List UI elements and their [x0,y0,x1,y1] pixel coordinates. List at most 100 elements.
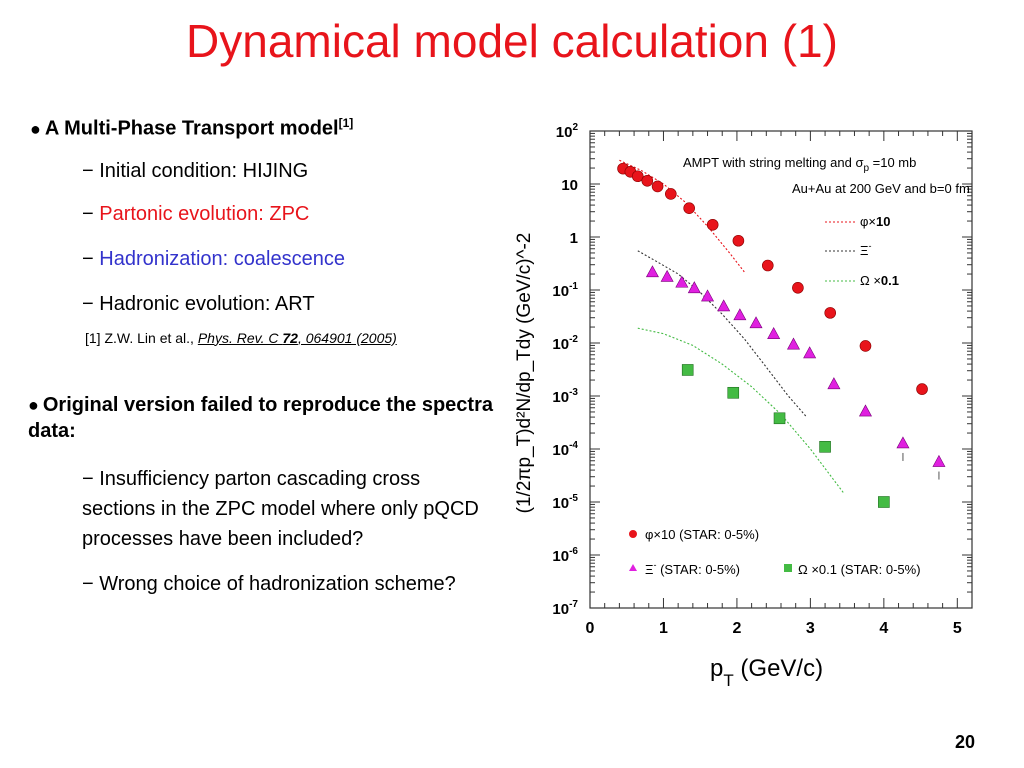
annotation-collision: Au+Au at 200 GeV and b=0 fm [792,181,970,196]
x-tick-label: 0 [586,620,595,637]
dash: − [82,292,94,315]
data-point-xi [687,281,701,294]
reference: [1] Z.W. Lin et al., Phys. Rev. C 72, 06… [85,330,500,346]
curve-legend: φ×10 Ξ- Ω ×0.1 [825,214,899,288]
data-point-xi [717,299,731,312]
y-axis-label: (1/2πp_T)d²N/dp_Tdy (GeV/c)^-2 [514,233,535,514]
data-point-phi [732,234,745,247]
sub-item: − Insufficiency parton cascading cross s… [82,464,482,554]
x-tick-labels: 0 1 2 3 4 5 [586,620,962,637]
sub-item: − Hadronic evolution: ART [82,289,500,319]
data-point-phi [792,282,804,294]
dash: − [82,159,94,182]
y-tick-label: 102 [556,122,579,141]
data-point-xi [749,316,763,329]
data-point-xi [645,265,659,278]
slide-title: Dynamical model calculation (1) [186,15,838,67]
data-points [617,162,946,508]
y-tick-label: 10-6 [552,546,578,565]
page-number: 20 [955,732,976,752]
bullet-ampt: ● A Multi-Phase Transport model[1] [30,110,500,142]
data-point-phi [859,340,872,352]
sub-item: − Partonic evolution: ZPC [82,199,500,229]
data-point-xi [660,269,674,282]
citation-marker: [1] [338,116,354,130]
legend-text-xi: Ξ- [860,241,871,258]
axis-ticks [589,130,973,609]
data-point-xi [827,377,841,390]
y-tick-label: 10-7 [552,599,578,618]
data-point-xi [767,327,781,339]
data-legend: φ×10 (STAR: 0-5%) Ξ- (STAR: 0-5%) Ω ×0.1… [629,527,921,577]
data-point-xi [675,275,689,288]
sub-item-text: Hadronization: coalescence [99,247,345,270]
x-tick-label: 4 [879,620,888,637]
data-point-phi [651,180,664,193]
sub-item-text: Partonic evolution: ZPC [99,202,310,225]
legend-marker-omega [784,564,792,572]
data-point-xi [786,337,800,350]
bullet-failure: ● Original version failed to reproduce th… [28,392,500,444]
x-tick-label: 3 [806,620,815,637]
data-point-xi [701,289,715,302]
annotation-ampt: AMPT with string melting and σp =10 mb [683,155,916,174]
data-point-omega [681,364,694,376]
sub-item: − Wrong choice of hadronization scheme? [82,569,482,599]
y-tick-label: 10-1 [552,281,578,300]
bullet-lead: Original version failed to reproduce the… [28,393,493,442]
spectra-chart: 102 10 1 10-1 10-2 10-3 10-4 10-5 10-6 10-7 0 1 2 3 4… [514,122,973,690]
bullet-lead: A Multi-Phase Transport model [44,117,339,140]
data-point-xi [733,308,747,321]
legend-label-phi: φ×10 (STAR: 0-5%) [645,527,759,542]
data-point-xi [932,454,946,467]
sub-item: − Hadronization: coalescence [82,244,500,274]
x-axis-label: pT (GeV/c) [710,655,823,690]
data-point-phi [683,202,695,214]
legend-marker-phi [629,530,637,538]
y-tick-label: 10 [561,177,578,194]
data-point-omega [773,412,786,425]
data-point-xi [896,436,910,449]
reference-journal: Phys. Rev. C [197,329,283,346]
dash: − [82,247,94,270]
y-tick-label: 10-4 [552,440,578,459]
sub-item-text: Initial condition: HIJING [99,159,309,182]
sub-item-text: Hadronic evolution: ART [99,292,315,315]
text-column: ● A Multi-Phase Transport model[1] − Init… [28,110,500,614]
reference-pages: , 064901 (2005) [297,329,397,346]
legend-text-omega: Ω ×0.1 [860,273,899,288]
reference-link[interactable]: Phys. Rev. C 72, 064901 (2005) [198,330,397,346]
y-tick-label: 10-5 [552,493,578,512]
x-tick-label: 1 [659,620,668,637]
legend-label-xi: Ξ- (STAR: 0-5%) [645,560,740,577]
data-point-phi [641,174,654,187]
sub-item: − Initial condition: HIJING [82,156,500,186]
sub-item-text: Insufficiency parton cascading cross sec… [82,467,479,550]
data-point-omega [878,496,890,508]
legend-label-omega: Ω ×0.1 (STAR: 0-5%) [798,562,921,577]
y-tick-labels: 102 10 1 10-1 10-2 10-3 10-4 10-5 10-6 10-7 [552,122,578,618]
dash: − [82,572,94,595]
x-tick-label: 5 [953,620,962,637]
dash: − [82,202,94,225]
data-point-phi [916,383,928,395]
data-point-phi [631,170,644,183]
data-point-phi [665,188,677,200]
data-point-phi [761,259,774,272]
model-curve [637,250,808,418]
reference-volume: 72 [282,329,298,346]
dash: − [82,467,94,490]
data-point-phi [824,307,837,319]
model-curves [619,159,844,494]
data-point-omega [727,386,740,399]
sub-item-text: Wrong choice of hadronization scheme? [99,572,456,595]
bullet-dot-icon: ● [28,394,39,415]
reference-prefix: [1] Z.W. Lin et al., [85,329,198,346]
bullet-dot-icon: ● [30,118,41,139]
legend-text-phi: φ×10 [860,214,891,229]
y-tick-label: 10-3 [552,387,578,406]
legend-marker-xi [629,564,637,571]
y-tick-label: 10-2 [552,334,578,353]
y-tick-label: 1 [570,230,578,247]
model-curve [619,159,745,273]
